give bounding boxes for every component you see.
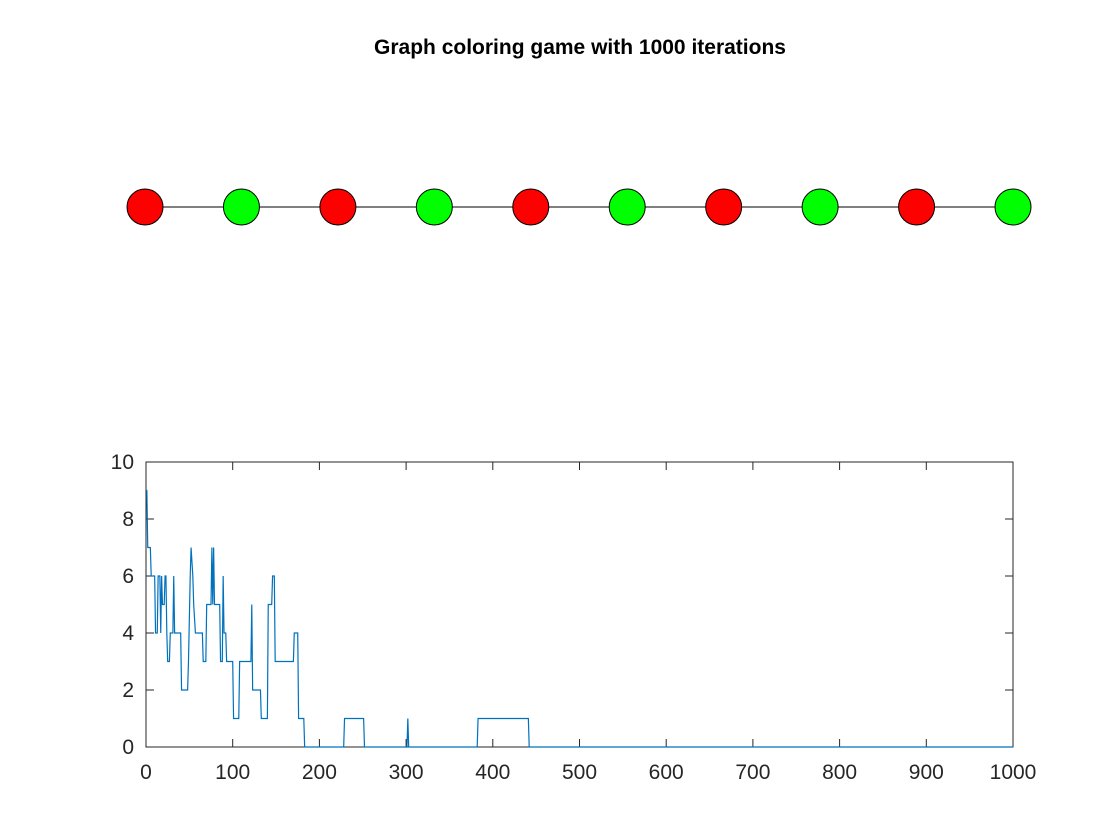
x-tick-label: 100 [215, 761, 250, 784]
x-tick-label: 500 [562, 761, 597, 784]
x-tick-label: 900 [909, 761, 944, 784]
y-tick-label: 2 [122, 679, 134, 702]
graph-node [994, 188, 1032, 226]
y-tick-label: 6 [122, 565, 134, 588]
y-tick-label: 0 [122, 736, 134, 759]
y-tick-label: 8 [122, 508, 134, 531]
y-tick-label: 10 [111, 451, 134, 474]
graph-node [512, 188, 550, 226]
graph-node [705, 188, 743, 226]
graph-node [898, 188, 936, 226]
y-tick-label: 4 [122, 622, 134, 645]
graph-node [415, 188, 453, 226]
x-tick-label: 0 [140, 761, 152, 784]
graph-layer [126, 188, 1032, 226]
x-tick-label: 600 [649, 761, 684, 784]
series-line [146, 489, 1013, 748]
x-tick-label: 200 [302, 761, 337, 784]
plot-frame [145, 461, 1014, 748]
graph-node [608, 188, 646, 226]
x-tick-label: 300 [389, 761, 424, 784]
x-tick-label: 1000 [990, 761, 1037, 784]
graph-node [319, 188, 357, 226]
graph-node [126, 188, 164, 226]
x-tick-label: 400 [475, 761, 510, 784]
graph-node [222, 188, 260, 226]
x-tick-label: 700 [735, 761, 770, 784]
graph-node [801, 188, 839, 226]
x-tick-label: 800 [822, 761, 857, 784]
line-plot: 0 100 200 300 400 500 600 700 800 900 1000 0 2 4 6 8 10 [111, 451, 1037, 784]
chart-title: Graph coloring game with 1000 iterations [374, 36, 786, 59]
